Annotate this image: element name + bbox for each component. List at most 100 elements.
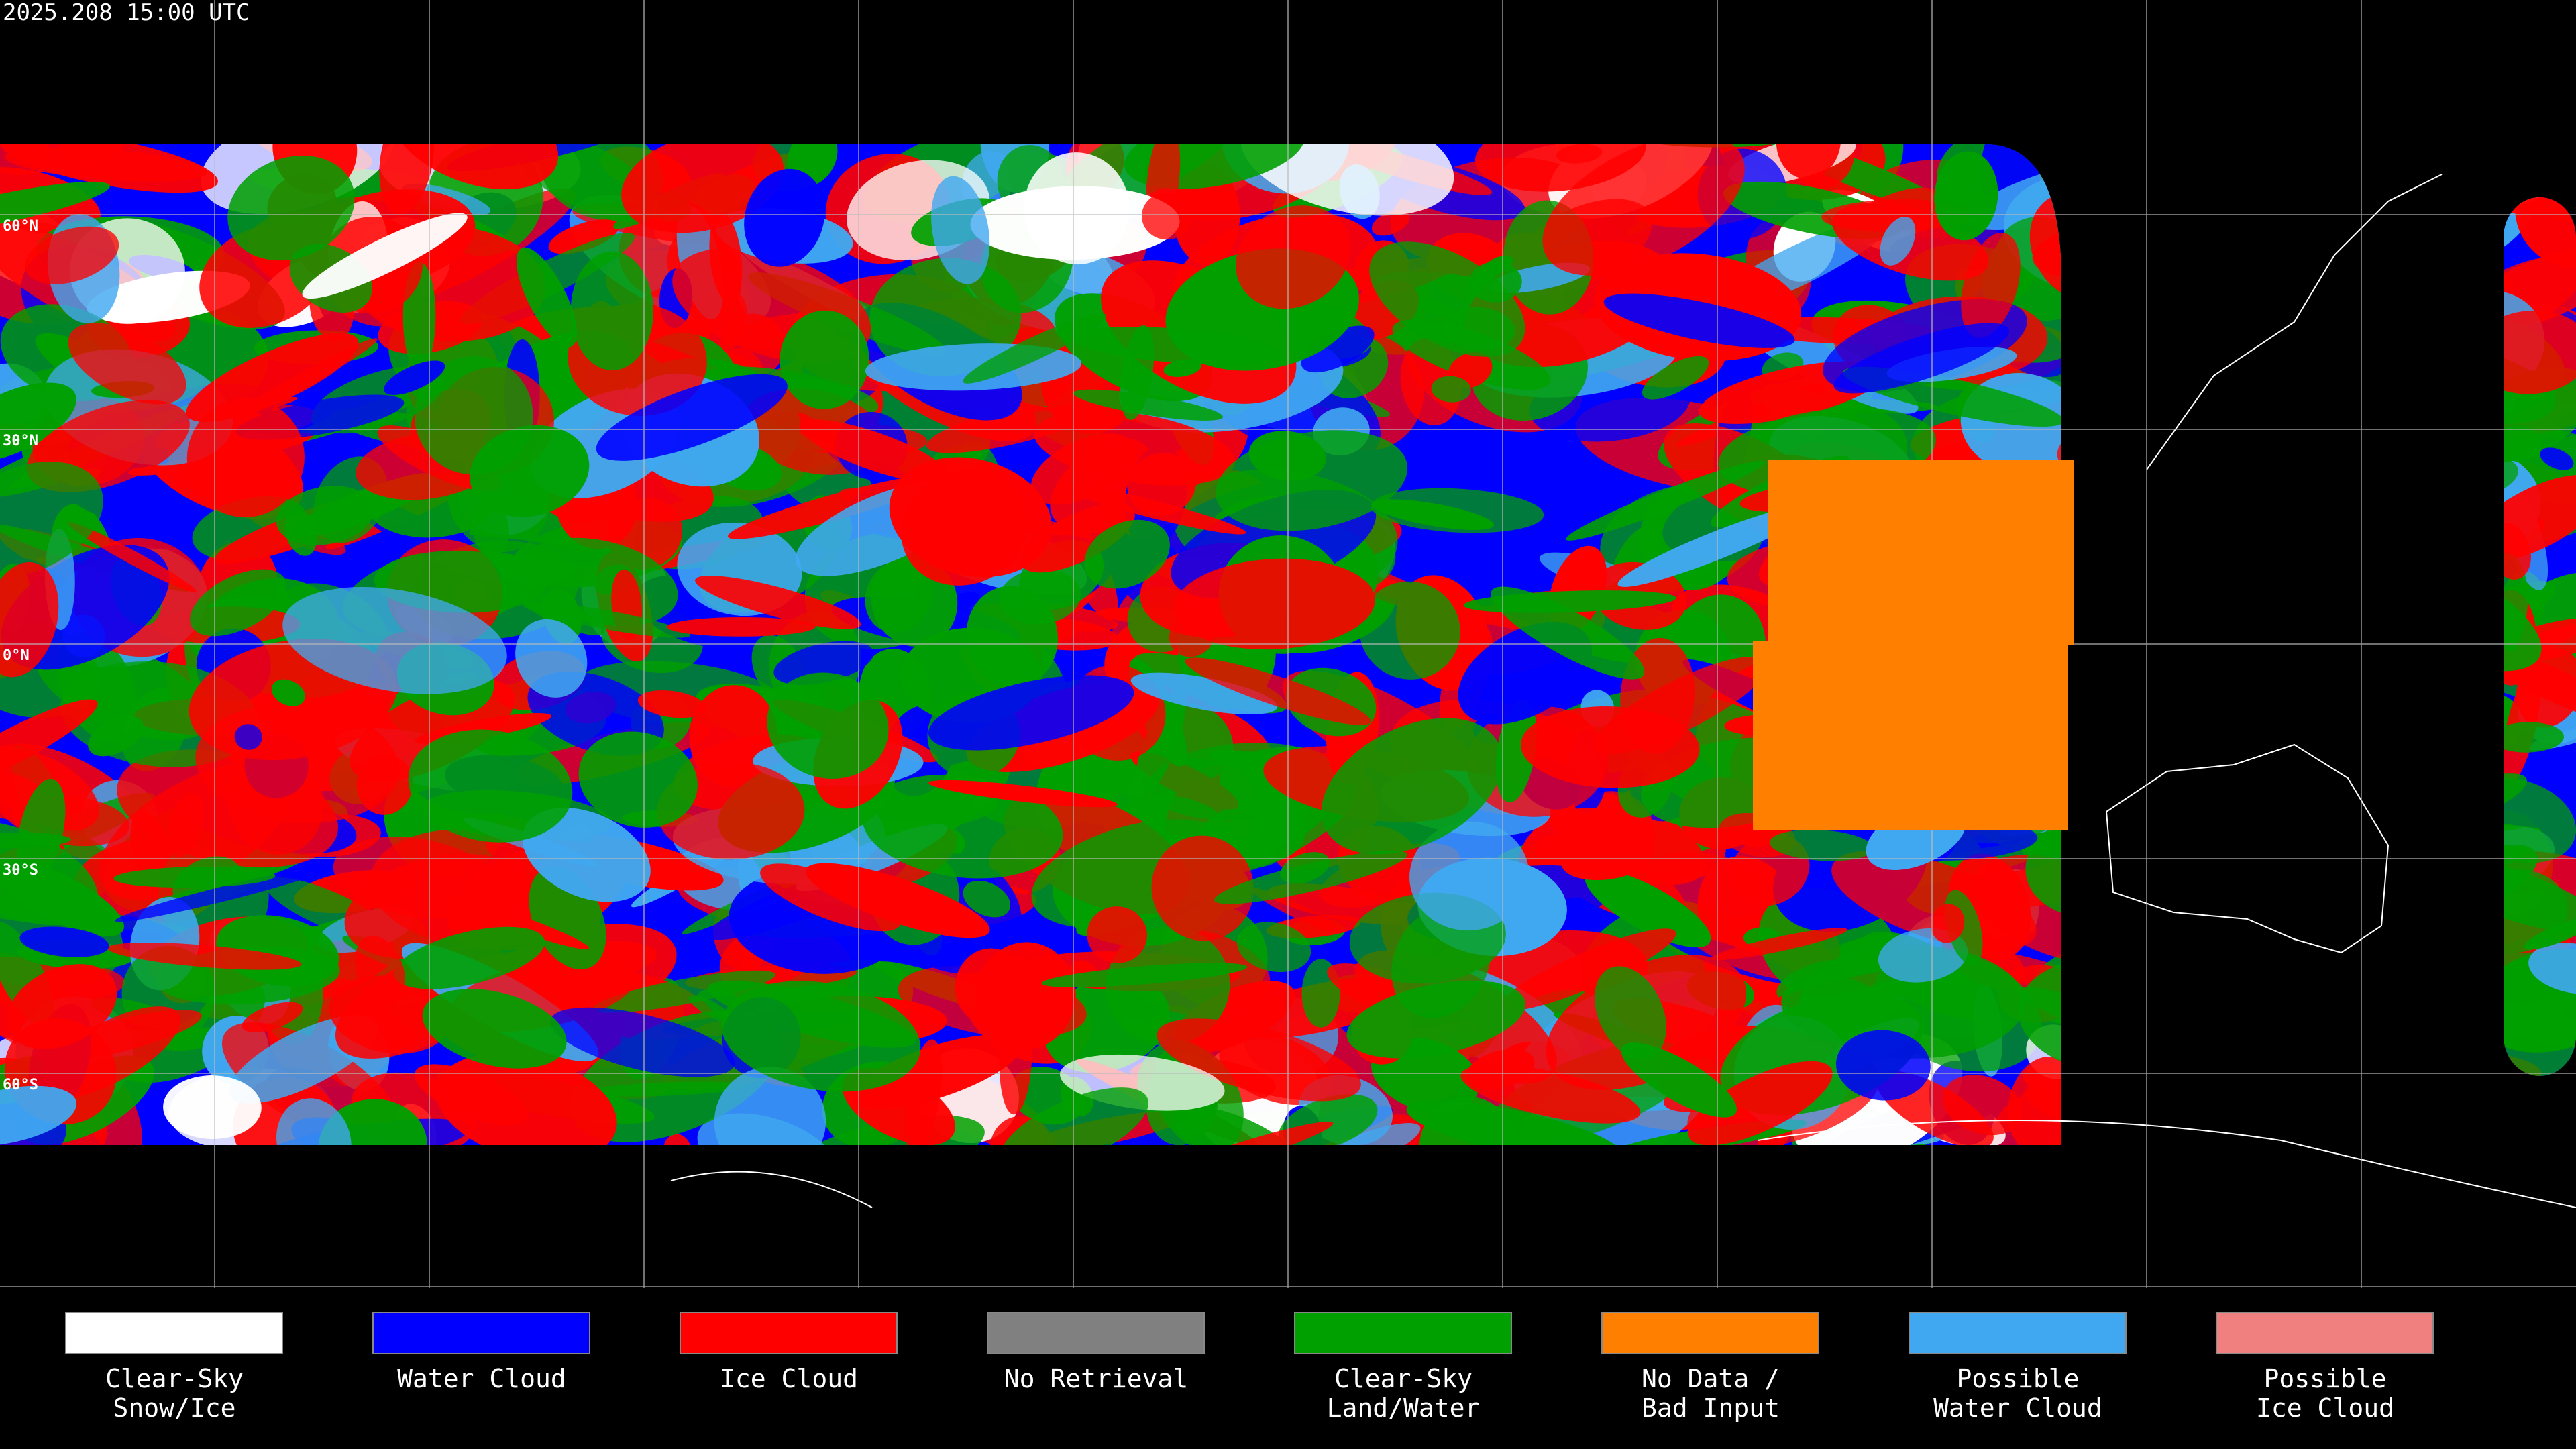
cloud-patch bbox=[1556, 144, 1603, 164]
cloud-patch bbox=[1712, 928, 1847, 961]
cloud-patch bbox=[1359, 581, 1460, 680]
cloud-patch bbox=[282, 587, 507, 694]
cloud-patch bbox=[1087, 906, 1147, 963]
cloud-patch bbox=[408, 729, 573, 843]
cloud-patch bbox=[1041, 963, 1248, 987]
cloud-patch bbox=[1833, 323, 2010, 394]
legend-swatch bbox=[987, 1312, 1205, 1354]
legend-swatch bbox=[372, 1312, 590, 1354]
cloud-patch bbox=[955, 948, 1024, 1024]
cloud-patch bbox=[1151, 835, 1254, 941]
legend-label: Water Cloud bbox=[1933, 1393, 2102, 1423]
cloud-patch bbox=[515, 619, 588, 698]
cloud-patch bbox=[1174, 558, 1375, 650]
cloud-patch bbox=[570, 251, 654, 371]
legend-label: Possible bbox=[2263, 1364, 2386, 1393]
no-data-region bbox=[1753, 641, 2068, 830]
latitude-label: 30°N bbox=[3, 433, 38, 449]
cloud-patch bbox=[1419, 1096, 1519, 1145]
cloud-patch bbox=[548, 219, 619, 254]
cloud-patch bbox=[1521, 706, 1700, 788]
cloud-patch bbox=[709, 213, 743, 304]
timestamp: 2025.208 15:00 UTC bbox=[3, 0, 250, 26]
cloud-patch bbox=[1371, 488, 1544, 533]
cloud-patch bbox=[1934, 151, 1998, 241]
cloud-patch bbox=[1120, 325, 1155, 420]
cloud-patch bbox=[1542, 144, 1745, 276]
cloud-patch bbox=[1431, 376, 1471, 402]
cloud-patch bbox=[1880, 216, 1916, 266]
cloud-patch bbox=[637, 690, 706, 718]
cloud-patch bbox=[1073, 389, 1224, 421]
cloud-patch bbox=[970, 186, 1180, 260]
cloud-patch bbox=[963, 880, 1011, 918]
cloud-patch bbox=[0, 820, 99, 926]
cloud-patch bbox=[1585, 869, 1711, 948]
cloud-patch bbox=[0, 462, 103, 578]
cloud-patch bbox=[163, 1075, 262, 1140]
cloud-patch bbox=[1127, 453, 1196, 517]
legend-swatch bbox=[1601, 1312, 1819, 1354]
cloud-patch bbox=[1500, 928, 1676, 1011]
cloud-patch bbox=[436, 1053, 617, 1145]
cloud-patch bbox=[1495, 699, 1537, 803]
cloud-patch bbox=[931, 176, 990, 284]
legend-label: Ice Cloud bbox=[720, 1364, 858, 1393]
cloud-patch bbox=[284, 509, 317, 556]
cloud-patch bbox=[862, 774, 1063, 879]
cloud-patch bbox=[966, 586, 1058, 688]
cloud-patch bbox=[0, 1085, 77, 1145]
legend-label: Bad Input bbox=[1642, 1393, 1780, 1423]
cloud-patch bbox=[1236, 922, 1311, 973]
cloud-patch bbox=[7, 964, 117, 1049]
cloud-patch bbox=[1469, 261, 1522, 303]
legend-label: Land/Water bbox=[1327, 1393, 1481, 1423]
legend-swatch bbox=[1294, 1312, 1512, 1354]
cloud-patch bbox=[2540, 447, 2574, 470]
cloud-patch bbox=[1930, 904, 1965, 943]
cloud-patch bbox=[1460, 1064, 1641, 1124]
cloud-patch bbox=[379, 144, 435, 215]
cloud-patch bbox=[2491, 722, 2565, 753]
cloud-patch bbox=[186, 398, 305, 517]
cloud-patch bbox=[1463, 590, 1676, 613]
coastline bbox=[670, 1171, 873, 1208]
coastline bbox=[2146, 174, 2443, 470]
coastline bbox=[1757, 1120, 2576, 1208]
cloud-patch bbox=[621, 144, 784, 233]
cloud-patch bbox=[767, 672, 889, 779]
cloud-patch bbox=[1146, 1121, 1334, 1145]
cloud-patch bbox=[68, 522, 197, 593]
legend-swatch bbox=[65, 1312, 283, 1354]
cloud-patch bbox=[799, 419, 950, 484]
cloud-patch bbox=[1621, 1042, 1737, 1118]
legend-label: No Data / bbox=[1642, 1364, 1780, 1393]
no-data-region bbox=[1768, 460, 2074, 645]
cloud-patch bbox=[904, 1039, 943, 1145]
coastlines bbox=[670, 174, 2576, 1208]
cloud-patch bbox=[592, 970, 775, 1013]
cloud-patch bbox=[1299, 1123, 1421, 1145]
cloud-patch bbox=[113, 867, 276, 888]
cloud-patch bbox=[805, 863, 990, 938]
cloud-patch bbox=[19, 926, 109, 957]
cloud-patch bbox=[688, 995, 733, 1023]
cloud-patch bbox=[190, 569, 287, 637]
cloud-patch bbox=[780, 310, 869, 409]
cloud-patch bbox=[227, 155, 355, 261]
cloud-patch bbox=[1566, 460, 1764, 541]
cloud-patch bbox=[107, 943, 302, 970]
cloud-patch bbox=[2516, 648, 2576, 728]
cloud-patch bbox=[1443, 307, 1515, 351]
legend-label: Water Cloud bbox=[397, 1364, 566, 1393]
cloud-patch bbox=[1321, 718, 1503, 855]
latitude-label: 30°S bbox=[3, 862, 38, 879]
legend-swatch bbox=[2216, 1312, 2434, 1354]
cloud-patch bbox=[1214, 850, 1407, 904]
graticule bbox=[0, 0, 2576, 1288]
cloud-patch bbox=[963, 313, 1107, 384]
coastline bbox=[2105, 743, 2390, 954]
legend-label: Clear-Sky bbox=[105, 1364, 244, 1393]
cloud-patch bbox=[1163, 359, 1201, 377]
